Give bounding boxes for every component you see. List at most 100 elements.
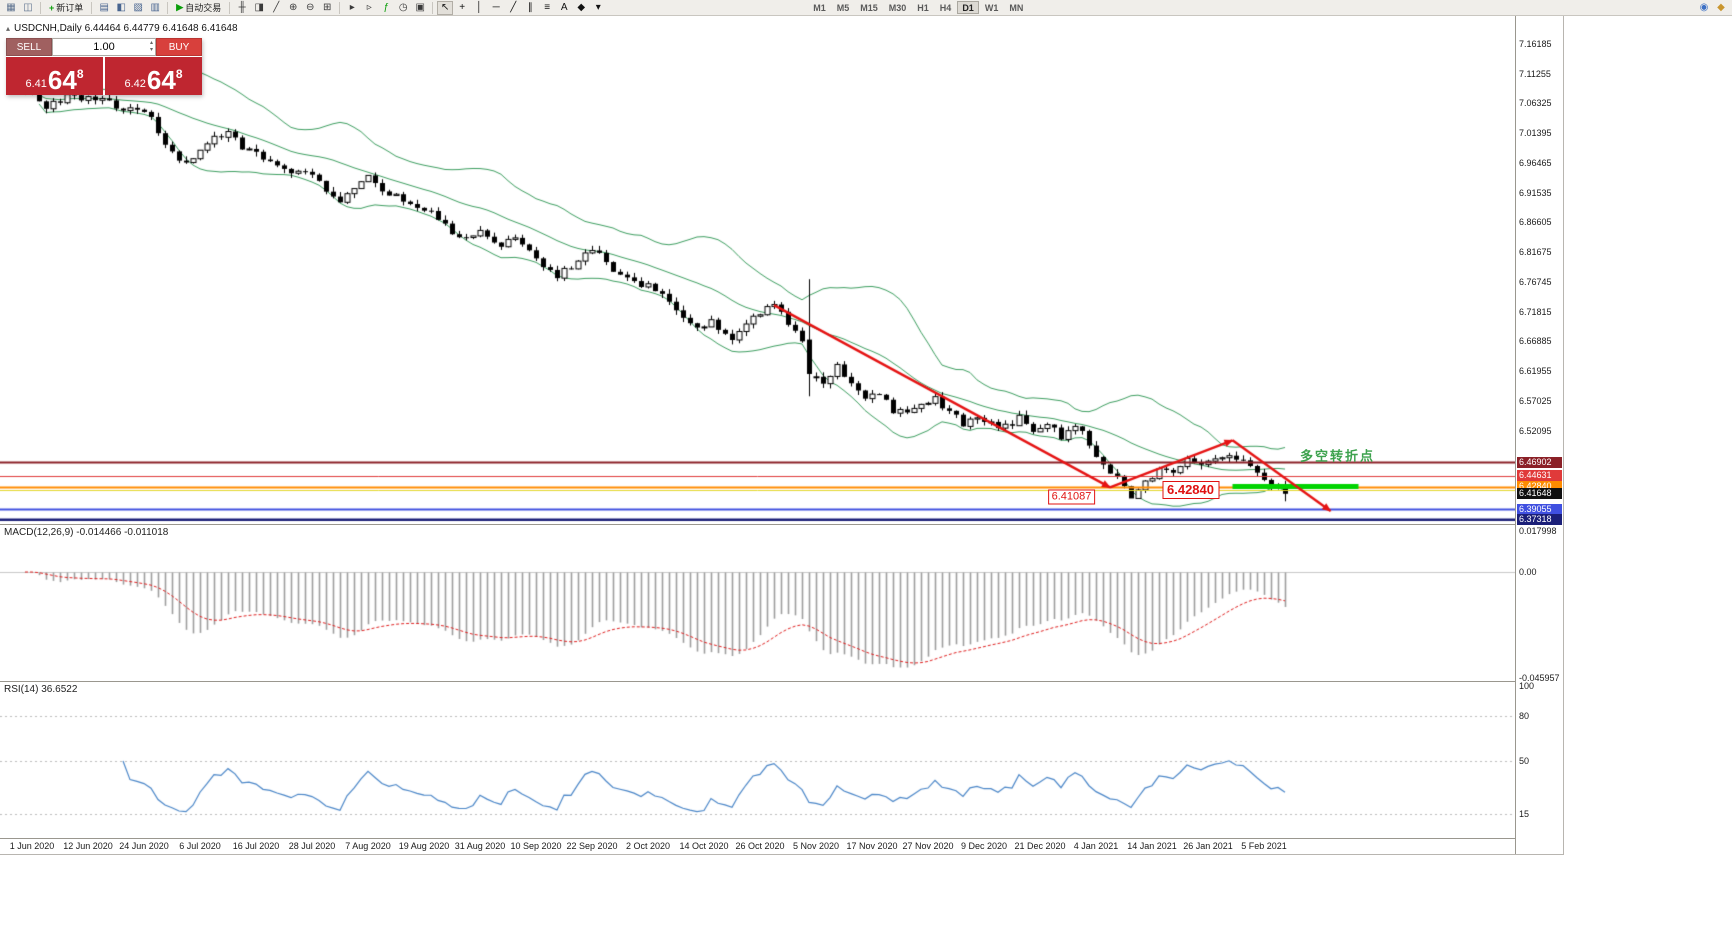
data-window-icon[interactable]: ◧ (116, 1, 126, 13)
macd-axis-label: 0.00 (1519, 567, 1537, 577)
zoom-out-icon[interactable]: ⊖ (306, 1, 315, 13)
timeframe-w1-button[interactable]: W1 (984, 3, 999, 13)
timeframe-m5-button[interactable]: M5 (836, 3, 850, 13)
line-chart-mode-icon[interactable]: ╱ (273, 1, 280, 13)
date-axis-label: 6 Jul 2020 (179, 841, 221, 851)
time-axis[interactable]: 1 Jun 2020 12 Jun 2020 24 Jun 2020 6 Jul 20… (0, 839, 1515, 853)
indicators-icon[interactable]: ƒ (383, 1, 389, 13)
new-order-button[interactable]: + 新订单 (45, 1, 87, 15)
buy-price-big: 64 (146, 65, 176, 95)
macd-axis-label: 0.017998 (1519, 525, 1557, 536)
help-icon[interactable]: ◉ (1699, 1, 1709, 13)
panel-separator (0, 838, 1563, 839)
date-axis-label: 5 Feb 2021 (1241, 841, 1287, 851)
macd-axis-label: -0.045957 (1519, 672, 1560, 683)
price-axis-label: 6.81675 (1519, 247, 1552, 258)
toolbar-separator (432, 1, 434, 14)
panel-separator[interactable] (0, 681, 1563, 682)
sell-price-prefix: 6.41 (25, 78, 47, 90)
shapes-dropdown-icon[interactable]: ▾ (595, 1, 601, 13)
timeframe-m30-button[interactable]: M30 (888, 3, 907, 13)
chart-profiles-icon[interactable]: ◫ (23, 1, 33, 13)
bar-chart-mode-icon[interactable]: ╫ (238, 1, 246, 13)
date-axis-label: 7 Aug 2020 (345, 841, 391, 851)
timeframe-d1-button[interactable]: D1 (957, 1, 979, 14)
symbol-info: ▴ USDCNH,Daily 6.44464 6.44779 6.41648 6… (6, 23, 238, 34)
crosshair-icon[interactable]: + (459, 1, 466, 13)
rsi-indicator-label: RSI(14) 36.6522 (4, 684, 78, 695)
cursor-icon[interactable]: ↖ (437, 0, 454, 15)
community-icon[interactable]: ◆ (1717, 1, 1725, 13)
chart-window: ▴ USDCNH,Daily 6.44464 6.44779 6.41648 6… (0, 16, 1564, 855)
equidistant-channel-icon[interactable]: ∥ (527, 1, 533, 13)
spinner-up-icon[interactable]: ▴ (149, 40, 153, 46)
fibonacci-icon[interactable]: ≡ (544, 1, 551, 13)
macd-indicator-label: MACD(12,26,9) -0.014466 -0.011018 (4, 527, 169, 538)
text-tool-icon[interactable]: A (560, 1, 568, 13)
sell-button[interactable]: SELL (6, 38, 52, 56)
autotrade-button-icon: ▶ (176, 2, 184, 12)
price-level-badge: 6.37318 (1517, 514, 1562, 526)
symbol-ohlc-text: USDCNH,Daily 6.44464 6.44779 6.41648 6.4… (14, 23, 238, 34)
periods-icon[interactable]: ◷ (398, 1, 408, 13)
spinner-down-icon[interactable]: ▾ (149, 47, 153, 53)
timeframe-m15-button[interactable]: M15 (860, 3, 878, 13)
price-axis-label: 6.96465 (1519, 157, 1552, 168)
lot-size-input[interactable]: 1.00 ▴ ▾ (52, 38, 156, 56)
price-axis-label: 6.52095 (1519, 425, 1552, 436)
buy-price-sup: 8 (175, 67, 183, 81)
price-axis-label: 7.11255 (1519, 68, 1551, 79)
price-axis-label: 6.91535 (1519, 187, 1552, 198)
price-level-badge: 6.42840 (1517, 481, 1562, 493)
swing-low-price-label[interactable]: 6.41087 (1047, 489, 1096, 505)
one-click-trading-panel: SELL 1.00 ▴ ▾ BUY 6.41 64 8 6.42 64 8 (6, 38, 202, 95)
timeframe-mn-button[interactable]: MN (1009, 3, 1024, 13)
sell-price-box[interactable]: 6.41 64 8 (6, 57, 103, 95)
sell-price-sup: 8 (76, 67, 84, 81)
auto-scroll-icon[interactable]: ▸ (349, 1, 355, 13)
templates-icon[interactable]: ▣ (415, 1, 425, 13)
lot-spinner[interactable]: ▴ ▾ (150, 40, 153, 54)
date-axis-label: 17 Nov 2020 (846, 841, 898, 851)
buy-price-box[interactable]: 6.42 64 8 (105, 57, 202, 95)
vertical-line-icon[interactable]: │ (476, 1, 483, 13)
date-axis-label: 16 Jul 2020 (232, 841, 280, 851)
navigator-icon[interactable]: ▧ (133, 1, 143, 13)
chart-shift-icon[interactable]: ▹ (366, 1, 372, 13)
date-axis-label: 9 Dec 2020 (960, 841, 1008, 851)
autotrade-button-label: 自动交易 (185, 3, 222, 13)
horizontal-line-icon[interactable]: ─ (492, 1, 500, 13)
timeframe-h1-button[interactable]: H1 (917, 3, 929, 13)
date-axis-label: 26 Oct 2020 (735, 841, 785, 851)
price-axis-label: 7.16185 (1519, 38, 1552, 49)
tile-windows-icon[interactable]: ⊞ (323, 1, 332, 13)
buy-price-prefix: 6.42 (124, 78, 146, 90)
toolbar-separator (167, 1, 169, 14)
buy-button[interactable]: BUY (156, 38, 202, 56)
date-axis-label: 2 Oct 2020 (625, 841, 671, 851)
trendline-icon[interactable]: ╱ (510, 1, 517, 13)
market-watch-icon[interactable]: ▤ (99, 1, 109, 13)
zoom-in-icon[interactable]: ⊕ (289, 1, 298, 13)
terminal-icon[interactable]: ▥ (150, 1, 160, 13)
price-axis[interactable]: 7.16185 7.11255 7.06325 7.01395 6.96465 6.915… (1515, 16, 1563, 854)
lot-value: 1.00 (93, 41, 115, 53)
candlestick-mode-icon[interactable]: ◨ (254, 1, 264, 13)
date-axis-label: 19 Aug 2020 (398, 841, 450, 851)
timeframe-m1-button[interactable]: M1 (813, 3, 826, 13)
price-axis-label: 6.66885 (1519, 336, 1552, 347)
price-axis-label: 6.61955 (1519, 366, 1552, 377)
date-axis-label: 28 Jul 2020 (288, 841, 336, 851)
timeframe-h4-button[interactable]: H4 (939, 3, 952, 13)
arrows-tool-icon[interactable]: ◆ (577, 1, 586, 13)
panel-separator[interactable] (0, 524, 1563, 525)
turning-point-note[interactable]: 多空转折点 (1299, 448, 1376, 464)
trade-panel-top-row: SELL 1.00 ▴ ▾ BUY (6, 38, 202, 56)
new-chart-icon[interactable]: ▦ (6, 1, 16, 13)
price-axis-label: 7.01395 (1519, 128, 1552, 139)
key-level-price-label[interactable]: 6.42840 (1162, 480, 1219, 499)
price-chart-canvas[interactable] (0, 16, 1515, 852)
date-axis-label: 24 Jun 2020 (119, 841, 169, 851)
autotrade-button[interactable]: ▶ 自动交易 (172, 1, 225, 15)
price-axis-label: 6.57025 (1519, 395, 1552, 406)
